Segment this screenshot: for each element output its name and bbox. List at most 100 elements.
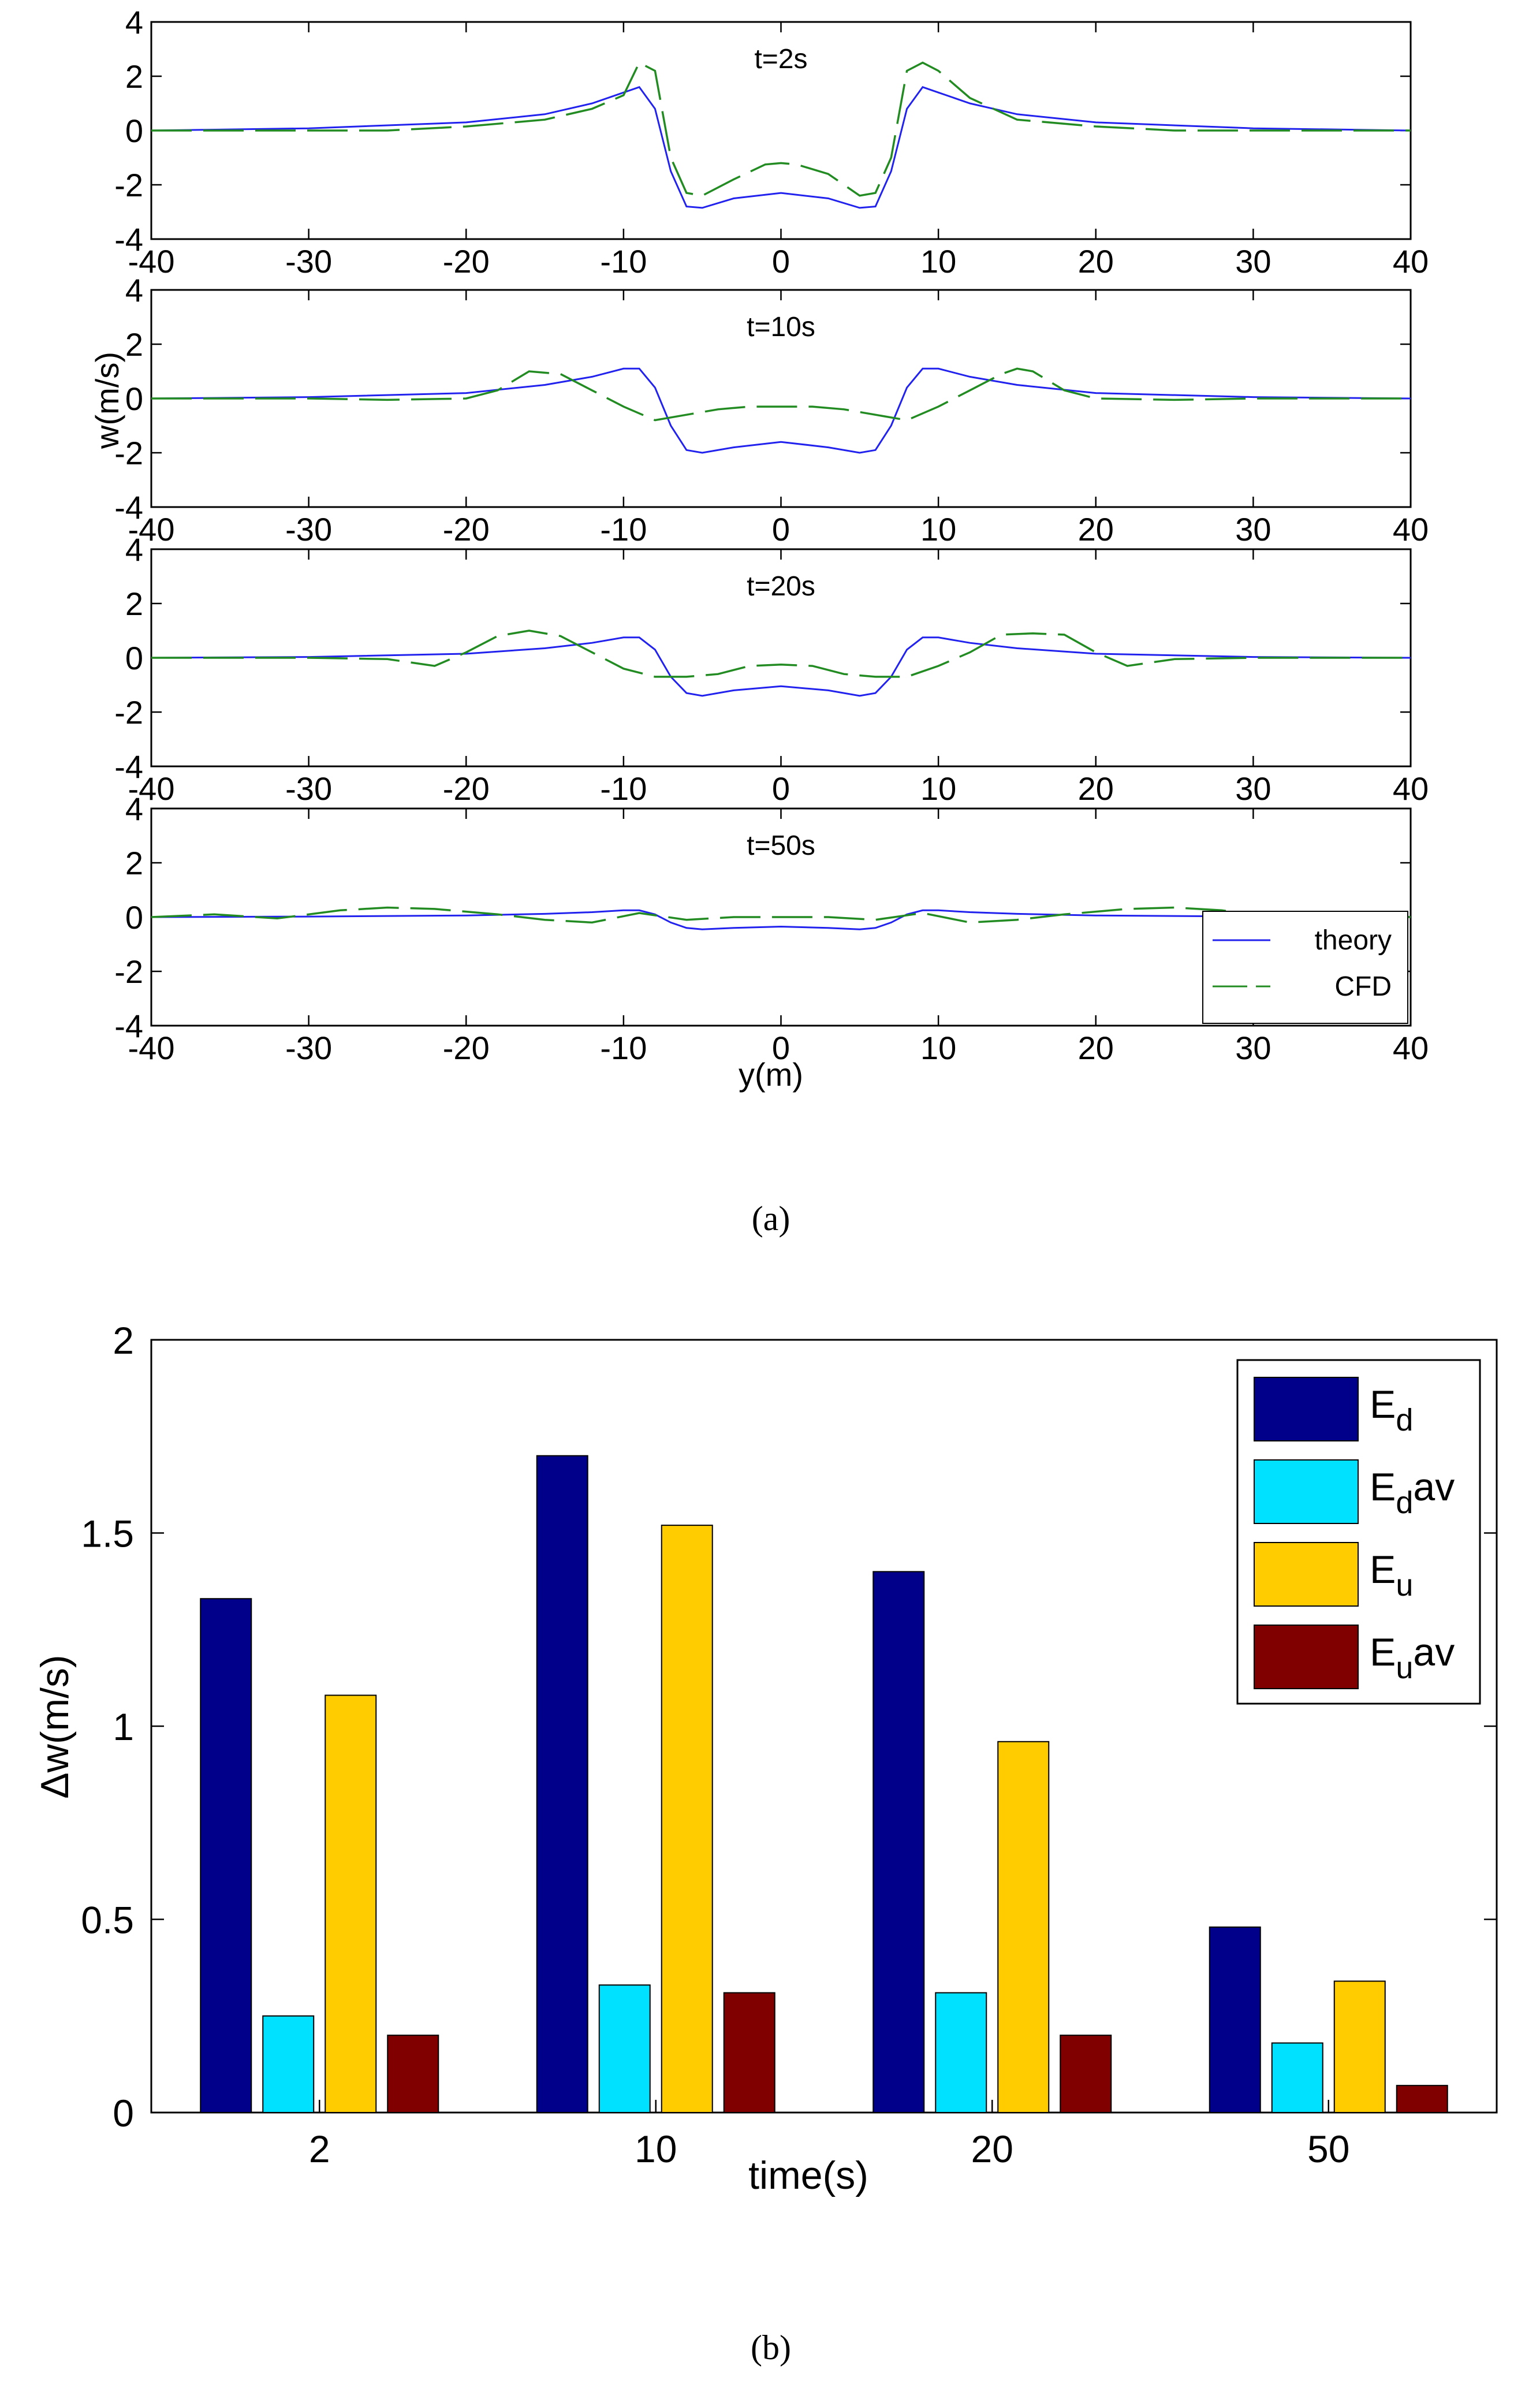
bar-Edav-10 bbox=[598, 1984, 651, 2113]
legend-box bbox=[1202, 911, 1408, 1024]
x-tick-label: 10 bbox=[920, 243, 956, 280]
legend-swatch-Eu bbox=[1254, 1542, 1359, 1607]
legend-label-Eu: Eu bbox=[1370, 1548, 1413, 1603]
y-tick-label: -2 bbox=[114, 953, 143, 990]
x-tick-label: -10 bbox=[600, 511, 647, 547]
y-tick-label: -2 bbox=[114, 167, 143, 203]
theory-series-line bbox=[151, 909, 1411, 930]
x-axis-label: time(s) bbox=[748, 2154, 868, 2197]
x-tick-label: 30 bbox=[1235, 770, 1271, 807]
x-tick-label: 0 bbox=[772, 770, 790, 807]
y-tick-label: 0.5 bbox=[81, 1899, 134, 1942]
x-tick-label: 10 bbox=[920, 511, 956, 547]
y-tick-label: 4 bbox=[125, 791, 143, 827]
y-tick-label: 2 bbox=[125, 586, 143, 622]
subplot-title: t=20s bbox=[747, 571, 815, 602]
y-tick-label: 1 bbox=[113, 1705, 134, 1748]
bar-Eu-20 bbox=[997, 1741, 1050, 2113]
x-tick-label: 20 bbox=[971, 2128, 1013, 2170]
x-tick-label: 50 bbox=[1307, 2128, 1349, 2170]
theory-series-line bbox=[151, 367, 1411, 454]
x-tick-label: -10 bbox=[600, 770, 647, 807]
y-tick-label: -4 bbox=[114, 1008, 143, 1044]
legend-swatch-Edav bbox=[1254, 1459, 1359, 1524]
subplot-title: t=50s bbox=[747, 830, 815, 861]
x-tick-label: -30 bbox=[285, 1030, 332, 1066]
x-tick-label: -20 bbox=[443, 1030, 490, 1066]
panel-b-caption: (b) bbox=[751, 2329, 791, 2367]
x-tick-label: 40 bbox=[1393, 1030, 1429, 1066]
y-tick-label: 0 bbox=[125, 113, 143, 149]
x-tick-label: -20 bbox=[443, 770, 490, 807]
y-tick-label: 0 bbox=[113, 2092, 134, 2134]
bar-Edav-50 bbox=[1271, 2042, 1323, 2114]
bar-Edav-2 bbox=[262, 2015, 315, 2113]
x-axis-label: y(m) bbox=[739, 1056, 803, 1093]
x-tick-label: -20 bbox=[443, 511, 490, 547]
x-tick-label: -30 bbox=[285, 511, 332, 547]
x-tick-label: 30 bbox=[1235, 511, 1271, 547]
bar-Ed-2 bbox=[200, 1598, 252, 2113]
y-tick-label: 2 bbox=[125, 845, 143, 881]
x-tick-label: -40 bbox=[128, 243, 175, 280]
y-tick-label: 0 bbox=[125, 640, 143, 676]
legend-label-Edav: Edav bbox=[1370, 1465, 1455, 1520]
x-tick-label: 20 bbox=[1078, 243, 1114, 280]
bar-Eu-10 bbox=[661, 1525, 713, 2114]
x-tick-label: 20 bbox=[1078, 1030, 1114, 1066]
x-tick-label: 0 bbox=[772, 511, 790, 547]
panel-b-bar-chart: 0 0.5 1 1.5 2 2 10 20 50 Δw(m/s) time(s) Ed Edav Eu Eu… bbox=[33, 1319, 1498, 2197]
legend-label-theory: theory bbox=[1315, 925, 1392, 956]
x-tick-label: 20 bbox=[1078, 770, 1114, 807]
x-tick-label: -30 bbox=[285, 243, 332, 280]
bar-Ed-10 bbox=[536, 1455, 588, 2113]
y-tick-label: 0 bbox=[125, 381, 143, 417]
y-tick-label: -4 bbox=[114, 489, 143, 526]
legend-swatch-Euav bbox=[1254, 1625, 1359, 1689]
bar-Euav-2 bbox=[387, 2035, 439, 2113]
cfd-series-line bbox=[151, 629, 1411, 678]
theory-series-line bbox=[151, 636, 1411, 697]
y-tick-label: 4 bbox=[125, 531, 143, 568]
legend-label-Euav: Euav bbox=[1370, 1630, 1455, 1685]
bar-Euav-10 bbox=[723, 1992, 775, 2114]
y-tick-label: 2 bbox=[125, 58, 143, 95]
y-tick-label: -2 bbox=[114, 694, 143, 731]
theory-series-line bbox=[151, 86, 1411, 209]
y-axis-label: Δw(m/s) bbox=[33, 1655, 77, 1798]
subplot-title: t=10s bbox=[747, 312, 815, 342]
y-tick-label: 4 bbox=[125, 4, 143, 40]
y-tick-label: 2 bbox=[113, 1319, 134, 1362]
x-tick-label: -10 bbox=[600, 1030, 647, 1066]
x-tick-label: 30 bbox=[1235, 243, 1271, 280]
bar-Euav-20 bbox=[1060, 2035, 1112, 2113]
x-tick-label: -20 bbox=[443, 243, 490, 280]
bar-Ed-20 bbox=[872, 1571, 925, 2113]
legend: theory CFD bbox=[1202, 911, 1408, 1024]
cfd-series-line bbox=[151, 367, 1411, 422]
bar-Eu-50 bbox=[1333, 1980, 1386, 2114]
x-tick-label: -30 bbox=[285, 770, 332, 807]
y-tick-label: 2 bbox=[125, 326, 143, 363]
subplot-title: t=2s bbox=[754, 44, 807, 74]
x-tick-label: 20 bbox=[1078, 511, 1114, 547]
x-tick-label: 10 bbox=[920, 770, 956, 807]
cfd-series-line bbox=[151, 61, 1411, 197]
legend: Ed Edav Eu Euav bbox=[1236, 1359, 1481, 1705]
x-tick-label: 40 bbox=[1393, 770, 1429, 807]
x-tick-label: 40 bbox=[1393, 243, 1429, 280]
y-tick-label: 4 bbox=[125, 272, 143, 308]
bar-Ed-50 bbox=[1209, 1926, 1261, 2113]
legend-swatch-Ed bbox=[1254, 1377, 1359, 1441]
y-tick-label: -2 bbox=[114, 435, 143, 471]
bar-Eu-2 bbox=[325, 1694, 377, 2113]
x-tick-label: 40 bbox=[1393, 511, 1429, 547]
y-tick-label: -4 bbox=[114, 221, 143, 258]
x-tick-label: 0 bbox=[772, 1030, 790, 1066]
y-tick-label: -4 bbox=[114, 748, 143, 785]
